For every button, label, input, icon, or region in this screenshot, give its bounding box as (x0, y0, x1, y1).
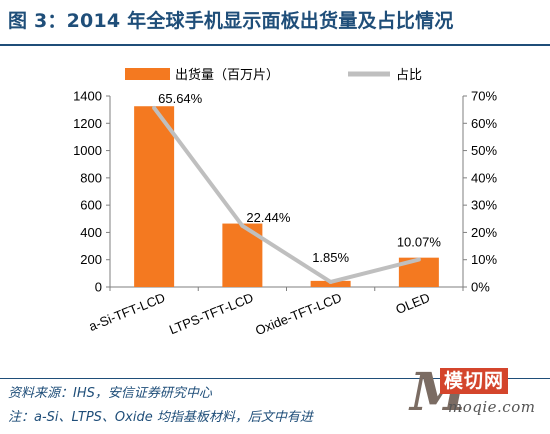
footnote: 注：a-Si、LTPS、Oxide 均指基板材料，后文中有进 (8, 410, 313, 425)
title-divider (0, 44, 550, 46)
watermark-name: 模切网 (440, 368, 509, 394)
legend-label-shipments: 出货量（百万片） (175, 67, 279, 83)
share-point (328, 279, 333, 284)
category-label: Oxide-TFT-LCD (253, 290, 344, 338)
category-label: OLED (394, 290, 432, 317)
share-line (152, 106, 420, 284)
footer-divider (0, 378, 550, 379)
share-data-label: 22.44% (246, 210, 291, 225)
y-right-tick-label: 50% (471, 143, 497, 158)
watermark: M 模切网 moqie.com (410, 362, 542, 428)
category-label: LTPS-TFT-LCD (167, 290, 255, 337)
y-left-tick-label: 1000 (73, 143, 102, 158)
watermark-url: moqie.com (448, 398, 536, 416)
y-right-tick-label: 60% (471, 116, 497, 131)
chart-title: 图 3：2014 年全球手机显示面板出货量及占比情况 (8, 10, 454, 32)
y-left-tick-label: 800 (80, 170, 102, 185)
share-point (152, 105, 157, 110)
y-right-tick-label: 30% (471, 198, 497, 213)
y-left-tick-label: 400 (80, 225, 102, 240)
title-bar: 图 3：2014 年全球手机显示面板出货量及占比情况 (0, 0, 550, 46)
share-data-label: 1.85% (312, 250, 349, 265)
category-label: a-Si-TFT-LCD (87, 290, 168, 334)
y-left-tick-label: 0 (95, 280, 102, 295)
y-right-tick-label: 70% (471, 89, 497, 104)
legend-label-share: 占比 (396, 68, 422, 83)
y-left-tick-label: 600 (80, 198, 102, 213)
legend-swatch-shipments (125, 68, 170, 80)
y-left-tick-label: 200 (80, 252, 102, 267)
y-right-tick-label: 40% (471, 170, 497, 185)
y-left-tick-label: 1400 (73, 89, 102, 104)
share-data-label: 10.07% (397, 235, 442, 250)
y-right-tick-label: 20% (471, 225, 497, 240)
y-right-tick-label: 10% (471, 252, 497, 267)
y-right-tick-label: 0% (471, 280, 490, 295)
source-note: 资料来源：IHS，安信证券研究中心 (8, 386, 212, 401)
bar-a-si-tft-lcd (134, 106, 175, 287)
y-left-tick-label: 1200 (73, 116, 102, 131)
share-point (416, 257, 421, 262)
share-data-label: 65.64% (158, 91, 203, 106)
share-point (240, 223, 245, 228)
chart-area: 0 200 400 600 800 1000 1200 1400 0% 10% 20% 30% 40% 5… (73, 67, 497, 338)
